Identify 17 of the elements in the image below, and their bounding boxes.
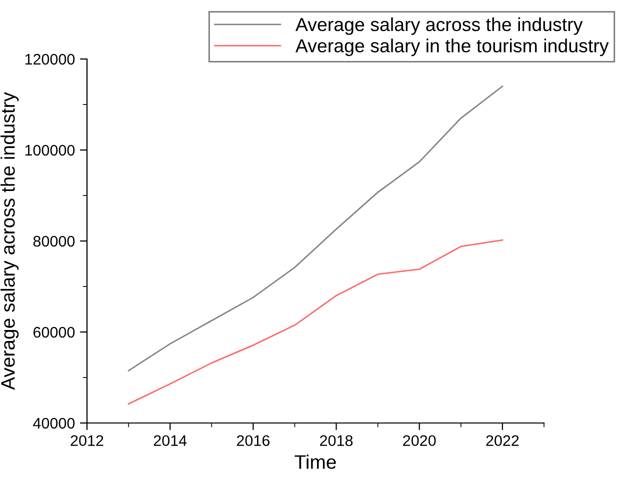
x-axis-title: Time [294, 454, 336, 469]
x-tick-label: 2016 [236, 435, 270, 446]
x-tick-label: 2020 [403, 435, 436, 446]
line-series [128, 239, 504, 405]
y-tick-label: 60000 [33, 326, 75, 338]
x-tick-label: 2014 [154, 435, 187, 446]
y-tick-label: 120000 [25, 54, 75, 65]
y-axis-title: Average salary across the industry [0, 92, 19, 390]
x-tick-label: 2018 [320, 435, 353, 446]
line-series [128, 86, 504, 372]
y-tick-label: 80000 [33, 236, 75, 247]
y-tick-label: 100000 [25, 144, 75, 156]
y-tick-label: 40000 [33, 418, 75, 429]
x-tick-label: 2012 [70, 435, 104, 446]
legend-label: Average salary in the tourism industry [295, 38, 609, 56]
x-tick-label: 2022 [486, 435, 519, 446]
legend-label: Average salary across the industry [295, 17, 583, 35]
